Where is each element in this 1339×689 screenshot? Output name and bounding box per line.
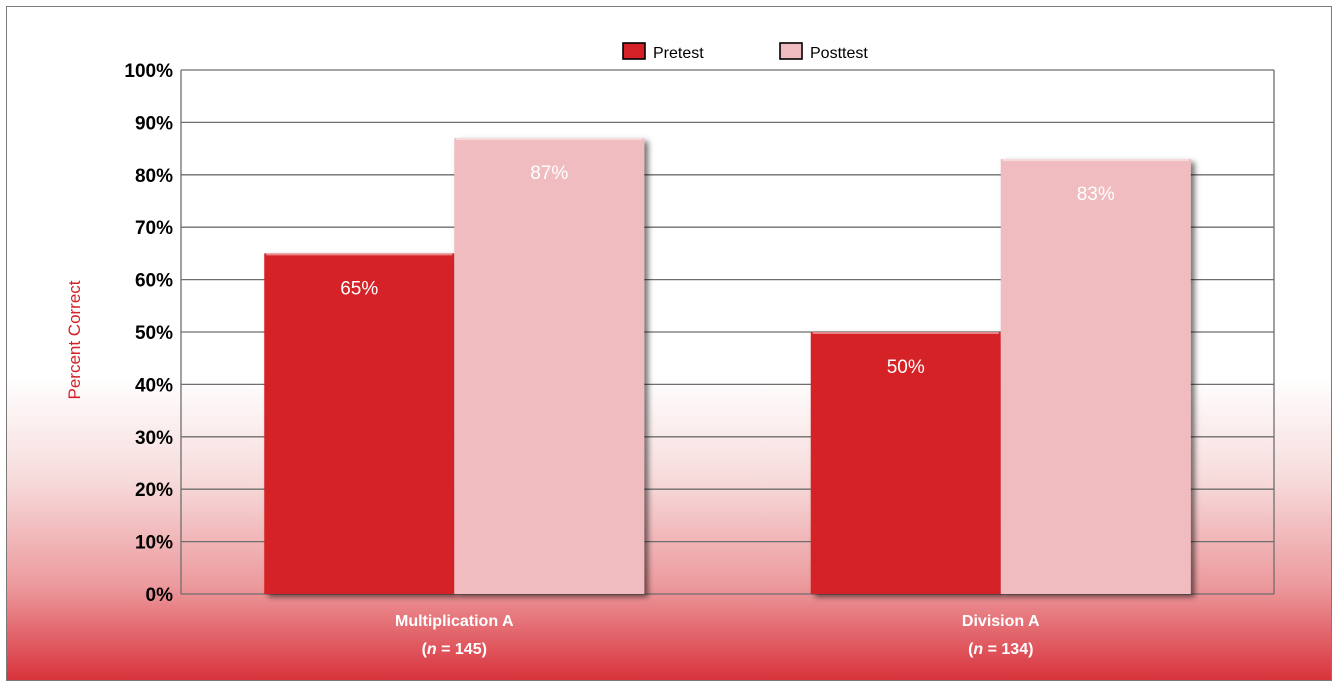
- bar-chart: 0% 10% 20% 30% 40% 50% 60% 70% 80% 90% 100% 65% 87%…: [65, 42, 1275, 658]
- category-label: Multiplication A: [395, 613, 514, 630]
- bar-highlight: [266, 253, 453, 256]
- data-label: 50%: [887, 357, 925, 378]
- y-tick-label: 20%: [135, 480, 173, 501]
- y-tick-label: 0%: [146, 585, 174, 606]
- bar-highlight: [1002, 159, 1189, 162]
- category-n-label: (n = 145): [422, 641, 487, 658]
- y-tick-label: 70%: [135, 218, 173, 239]
- y-axis-ticks: 0% 10% 20% 30% 40% 50% 60% 70% 80% 90% 100%: [124, 61, 173, 606]
- legend-item-pretest: Pretest: [622, 42, 704, 62]
- legend-swatch: [622, 42, 646, 60]
- y-tick-label: 10%: [135, 533, 173, 554]
- x-axis-categories: Multiplication A (n = 145) Division A (n = …: [395, 613, 1040, 658]
- bar-highlight: [812, 332, 999, 334]
- bar-body: [1000, 159, 1191, 594]
- y-tick-label: 60%: [135, 271, 173, 292]
- legend-item-posttest: Posttest: [779, 42, 868, 62]
- y-tick-label: 30%: [135, 428, 173, 449]
- data-labels: 65% 87% 50% 83%: [340, 163, 1115, 378]
- bar-posttest-2: [1000, 159, 1191, 594]
- bar-posttest-1: [454, 138, 645, 594]
- category-label: Division A: [962, 613, 1040, 630]
- bar-highlight: [456, 138, 643, 141]
- y-axis-label: Percent Correct: [65, 280, 84, 399]
- bar-body: [454, 138, 645, 594]
- chart-frame: 0% 10% 20% 30% 40% 50% 60% 70% 80% 90% 100% 65% 87%…: [6, 6, 1332, 681]
- bar-body: [810, 332, 1001, 594]
- bar-pretest-1: [264, 253, 455, 594]
- legend-label: Pretest: [653, 45, 704, 62]
- bar-pretest-2: [810, 332, 1001, 594]
- data-label: 83%: [1077, 184, 1115, 205]
- bar-body: [264, 253, 455, 594]
- data-label: 65%: [340, 278, 378, 299]
- y-tick-label: 80%: [135, 166, 173, 187]
- category-n-label: (n = 134): [968, 641, 1033, 658]
- data-label: 87%: [530, 163, 568, 184]
- legend-swatch: [779, 42, 803, 60]
- legend: Pretest Posttest: [622, 42, 868, 62]
- y-tick-label: 90%: [135, 113, 173, 134]
- bars: [264, 138, 1191, 594]
- y-tick-label: 100%: [124, 61, 173, 82]
- y-tick-label: 40%: [135, 375, 173, 396]
- y-tick-label: 50%: [135, 323, 173, 344]
- legend-label: Posttest: [810, 45, 868, 62]
